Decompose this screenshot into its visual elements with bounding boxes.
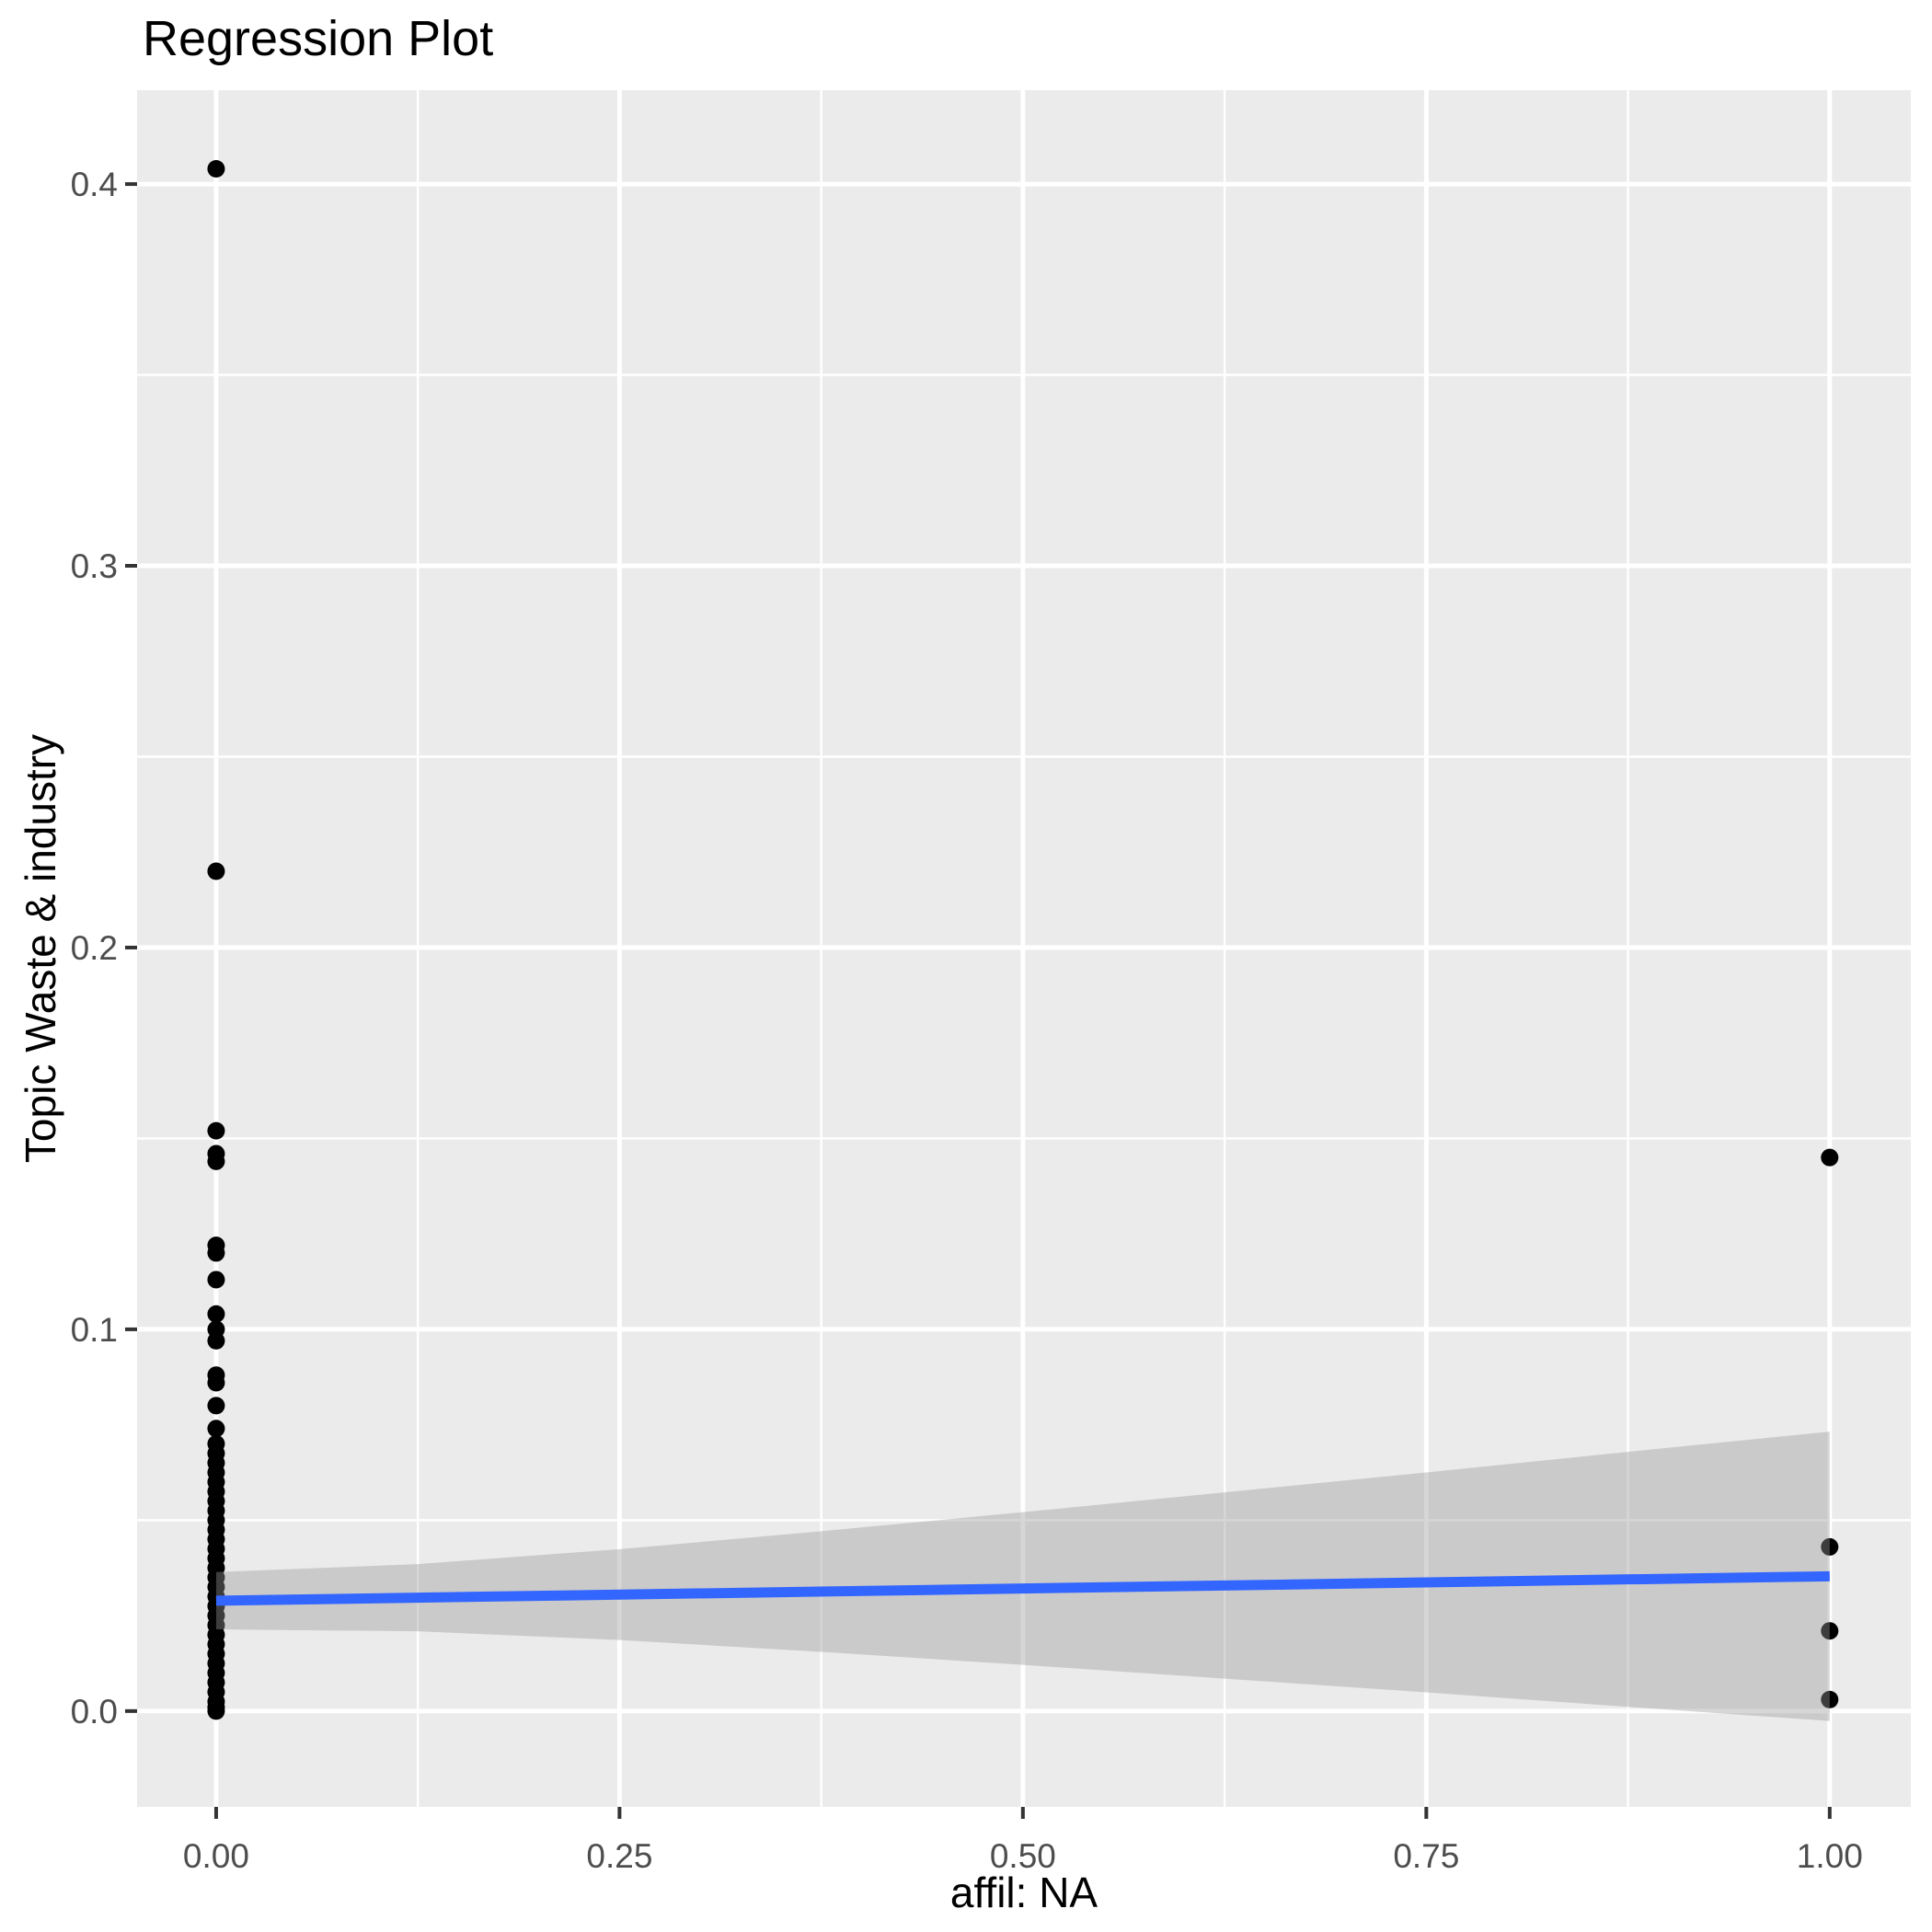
y-tick-label: 0.0 xyxy=(71,1693,118,1731)
x-tick-label: 0.75 xyxy=(1393,1837,1459,1875)
confidence-band xyxy=(215,1432,1830,1721)
data-point xyxy=(207,1305,225,1323)
data-point xyxy=(207,159,225,178)
data-point xyxy=(1821,1148,1839,1167)
data-point xyxy=(207,1374,225,1392)
data-point xyxy=(207,1420,225,1438)
data-point xyxy=(207,1397,225,1415)
scatter-points xyxy=(207,159,1839,1720)
axis-ticks xyxy=(125,182,1832,1819)
y-tick-label: 0.3 xyxy=(71,547,118,585)
y-axis-title: Topic Waste & industry xyxy=(17,733,64,1164)
x-axis-title: affil: NA xyxy=(949,1869,1098,1916)
data-point xyxy=(207,1244,225,1262)
axis-tick-labels: 0.00 0.25 0.50 0.75 1.00 0.0 0.1 0.2 0.3 0.4 xyxy=(71,166,1863,1875)
plot-title: Regression Plot xyxy=(143,11,494,66)
data-point xyxy=(207,1702,225,1720)
regression-line xyxy=(215,1570,1830,1606)
data-point xyxy=(207,1331,225,1350)
data-point xyxy=(1821,1690,1839,1708)
data-point xyxy=(207,862,225,880)
data-point xyxy=(1821,1622,1839,1640)
y-tick-label: 0.1 xyxy=(71,1311,118,1349)
x-tick-label: 0.25 xyxy=(586,1837,652,1875)
y-tick-label: 0.2 xyxy=(71,929,118,967)
x-tick-label: 1.00 xyxy=(1797,1837,1863,1875)
gridlines xyxy=(137,90,1911,1807)
data-point xyxy=(207,1152,225,1170)
x-tick-label: 0.50 xyxy=(990,1837,1056,1875)
y-tick-label: 0.4 xyxy=(71,166,118,203)
x-tick-label: 0.00 xyxy=(183,1837,249,1875)
data-point xyxy=(1821,1537,1839,1556)
data-point xyxy=(207,1271,225,1289)
data-point xyxy=(207,1121,225,1140)
